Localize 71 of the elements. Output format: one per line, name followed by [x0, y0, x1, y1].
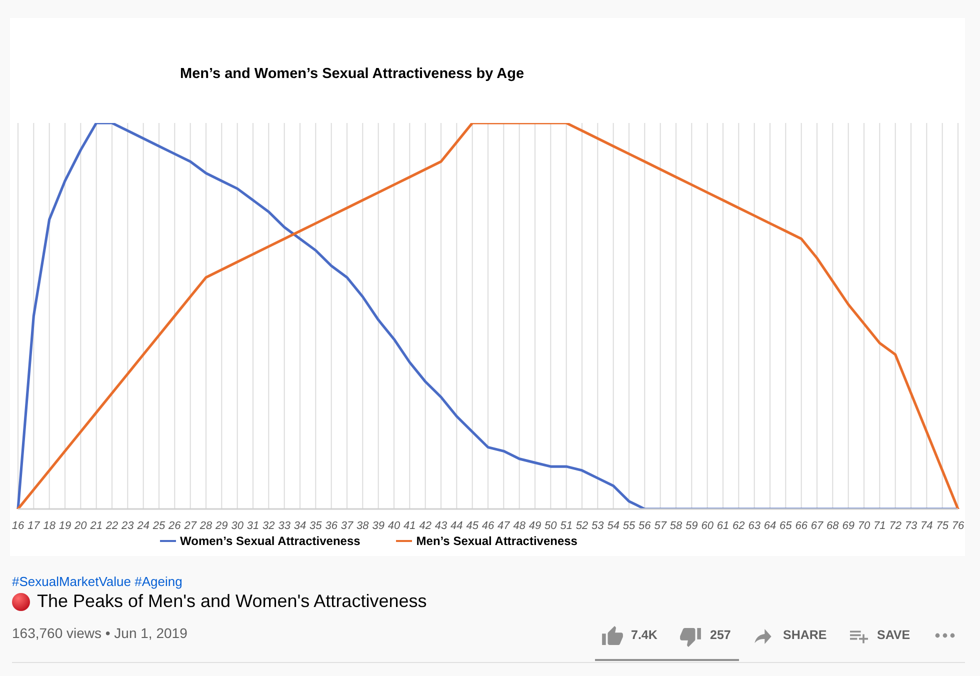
x-tick-label: 35 [310, 520, 323, 532]
x-tick-label: 48 [513, 520, 526, 532]
text: SAVE [877, 628, 910, 642]
x-tick-label: 31 [246, 520, 260, 532]
x-tick-label: 17 [28, 520, 41, 532]
text: #SexualMarketValue #Ageing [12, 574, 182, 589]
x-tick-label: 70 [858, 520, 871, 532]
x-tick-label: 45 [466, 520, 480, 532]
x-tick-label: 40 [388, 520, 401, 532]
text: 163,760 views • Jun 1, 2019 [12, 625, 188, 641]
x-tick-label: 26 [168, 520, 182, 532]
x-tick-label: 46 [482, 520, 495, 532]
x-tick-label: 41 [404, 520, 416, 532]
x-tick-label: 39 [372, 520, 384, 532]
x-tick-label: 36 [325, 520, 338, 532]
x-tick-label: 33 [278, 520, 292, 532]
x-tick-label: 71 [874, 520, 886, 532]
x-tick-label: 19 [58, 520, 72, 532]
text: The Peaks of Men's and Women's Attractiveness [37, 591, 427, 611]
chart-title: Men’s and Women’s Sexual Attractiveness by Age [180, 66, 524, 82]
x-tick-label: 67 [810, 520, 824, 532]
x-tick-label: 57 [654, 520, 668, 532]
x-tick-label: 49 [528, 520, 542, 532]
x-tick-label: 61 [716, 520, 730, 532]
x-tick-label: 50 [544, 520, 558, 532]
x-tick-label: 52 [576, 520, 588, 532]
x-tick-label: 75 [936, 520, 950, 532]
x-tick-label: 32 [262, 520, 275, 532]
x-tick-label: 51 [560, 520, 572, 532]
x-tick-label: 66 [795, 520, 808, 532]
x-tick-label: 16 [12, 520, 25, 532]
x-tick-label: 58 [670, 520, 683, 532]
x-tick-label: 44 [450, 520, 463, 532]
x-tick-label: 47 [498, 520, 511, 532]
x-tick-label: 22 [104, 520, 118, 532]
x-tick-label: 38 [356, 520, 370, 532]
x-tick-label: 60 [701, 520, 714, 532]
x-tick-label: 34 [294, 520, 306, 532]
x-tick-label: 30 [231, 520, 244, 532]
x-tick-label: 54 [607, 520, 620, 532]
x-tick-label: 68 [826, 520, 840, 532]
x-tick-label: 42 [419, 520, 432, 532]
x-tick-label: 25 [152, 520, 166, 532]
x-tick-label: 69 [842, 520, 854, 532]
x-tick-label: 37 [340, 520, 354, 532]
legend-label: Women’s Sexual Attractiveness [180, 534, 360, 548]
x-tick-label: 53 [592, 520, 605, 532]
x-tick-label: 73 [904, 520, 918, 532]
x-tick-label: 24 [136, 520, 150, 532]
x-tick-label: 28 [198, 520, 213, 532]
x-tick-label: 59 [686, 520, 698, 532]
x-tick-label: 72 [889, 520, 902, 532]
x-tick-label: 23 [120, 520, 135, 532]
x-tick-label: 27 [183, 520, 198, 532]
x-tick-label: 56 [638, 520, 652, 532]
x-tick-label: 43 [434, 520, 448, 532]
x-tick-label: 18 [43, 520, 56, 532]
x-tick-label: 65 [780, 520, 793, 532]
x-tick-label: 76 [952, 520, 965, 532]
x-tick-label: 55 [622, 520, 636, 532]
text: 257 [710, 628, 731, 642]
x-tick-label: 64 [764, 520, 776, 532]
x-tick-label: 62 [732, 520, 745, 532]
legend-label: Men’s Sexual Attractiveness [416, 534, 578, 548]
x-tick-label: 29 [214, 520, 228, 532]
x-tick-label: 74 [920, 520, 933, 532]
text: 7.4K [631, 628, 658, 642]
x-tick-label: 20 [74, 520, 88, 532]
text: SHARE [783, 628, 827, 642]
x-tick-label: 63 [748, 520, 762, 532]
x-tick-label: 21 [89, 520, 102, 532]
